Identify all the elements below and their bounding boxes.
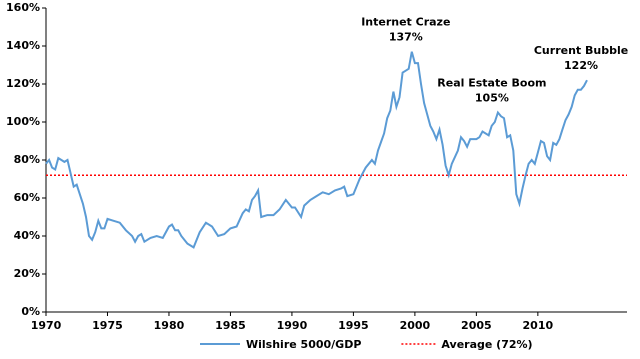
legend-label: Wilshire 5000/GDP	[246, 338, 361, 351]
y-tick-label: 20%	[14, 267, 40, 280]
annotation-value: 137%	[389, 31, 423, 44]
annotation-value: 105%	[475, 92, 509, 105]
y-tick-label: 0%	[21, 305, 40, 318]
annotation-value: 122%	[564, 59, 598, 72]
y-tick-label: 160%	[6, 1, 40, 14]
x-tick-label: 1975	[92, 319, 123, 332]
y-tick-label: 100%	[6, 115, 40, 128]
y-tick-label: 120%	[6, 77, 40, 90]
annotation-text: Real Estate Boom	[437, 77, 546, 90]
x-tick-label: 1980	[154, 319, 185, 332]
annotation-text: Internet Craze	[361, 16, 450, 29]
x-tick-label: 1990	[277, 319, 308, 332]
annotation-text: Current Bubble	[534, 44, 628, 57]
data-line	[45, 51, 588, 249]
y-tick-label: 80%	[14, 153, 40, 166]
x-tick-label: 2005	[461, 319, 492, 332]
y-tick-label: 40%	[14, 229, 40, 242]
x-tick-label: 1970	[31, 319, 62, 332]
legend-label: Average (72%)	[441, 338, 532, 351]
x-tick-label: 1985	[215, 319, 246, 332]
y-tick-label: 140%	[6, 39, 40, 52]
x-tick-label: 2010	[523, 319, 554, 332]
x-tick-label: 1995	[338, 319, 369, 332]
y-tick-label: 60%	[14, 191, 40, 204]
x-tick-label: 2000	[400, 319, 431, 332]
